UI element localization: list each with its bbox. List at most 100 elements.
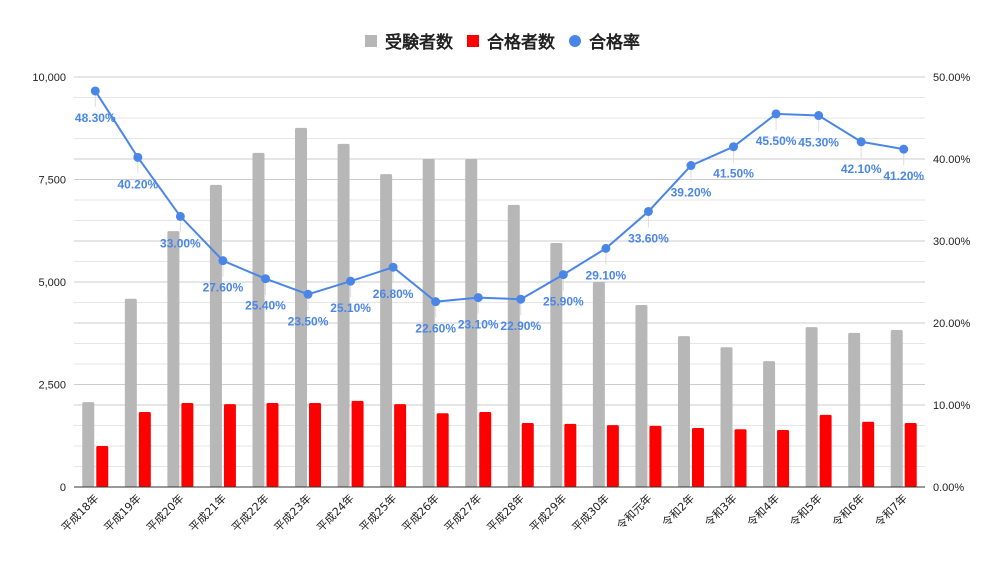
x-tick-label: 平成25年	[356, 491, 399, 534]
bar-passers	[734, 429, 747, 487]
x-tick-label: 平成30年	[569, 491, 612, 534]
data-label: 22.60%	[415, 322, 456, 336]
x-tick-label: 平成19年	[101, 491, 144, 534]
bar-passers	[479, 411, 492, 487]
legend-square-icon	[365, 34, 377, 47]
data-label: 25.90%	[543, 295, 584, 309]
y-right-tick-label: 50.00%	[933, 72, 971, 84]
bar-examinees	[635, 304, 648, 487]
y-right-tick-label: 10.00%	[933, 400, 971, 412]
data-label: 29.10%	[586, 268, 627, 282]
data-label: 23.50%	[288, 314, 329, 328]
data-label: 22.90%	[500, 319, 541, 333]
bar-examinees	[422, 159, 435, 487]
pass-rate-line	[94, 90, 904, 303]
x-tick-label: 平成18年	[58, 491, 101, 534]
bar-examinees	[507, 204, 520, 488]
pass-rate-point	[346, 276, 356, 286]
y-left-tick-label: 10,000	[32, 72, 66, 84]
pass-rate-point	[686, 161, 696, 171]
y-right-tick-label: 30.00%	[933, 236, 971, 248]
data-label: 39.20%	[671, 186, 712, 200]
y-left-tick-label: 0	[60, 482, 66, 494]
legend-item: 受験者数	[365, 28, 453, 53]
bar-examinees	[465, 159, 478, 487]
y-left-tick-label: 7,500	[38, 175, 66, 187]
legend-item: 合格者数	[467, 28, 555, 53]
pass-rate-point	[260, 274, 270, 284]
bar-passers	[521, 423, 534, 487]
pass-rate-point	[814, 111, 824, 121]
bar-passers	[394, 404, 407, 487]
data-label: 23.10%	[458, 318, 499, 332]
data-label: 48.30%	[75, 111, 116, 125]
x-tick-label: 平成21年	[186, 491, 229, 534]
x-tick-label: 平成24年	[314, 491, 357, 534]
y-right-tick-label: 40.00%	[933, 154, 971, 166]
pass-rate-point	[516, 294, 526, 304]
x-tick-label: 平成20年	[143, 491, 186, 534]
x-tick-label: 平成26年	[399, 491, 442, 534]
legend-item: 合格率	[569, 28, 640, 53]
bar-passers	[96, 446, 109, 487]
pass-rate-point	[303, 289, 313, 299]
bar-passers	[862, 421, 875, 487]
bar-examinees	[82, 402, 95, 487]
y-right-tick-label: 0.00%	[933, 482, 964, 494]
bar-examinees	[805, 327, 818, 487]
bar-examinees	[848, 332, 861, 487]
x-tick-label: 平成27年	[441, 491, 484, 534]
x-tick-label: 平成23年	[271, 491, 314, 534]
y-left-tick-label: 2,500	[38, 380, 66, 392]
pass-rate-point	[771, 109, 781, 119]
pass-rate-point	[175, 211, 185, 221]
bar-examinees	[550, 243, 563, 487]
bar-examinees	[124, 298, 137, 487]
bar-examinees	[890, 329, 903, 487]
data-label: 33.60%	[628, 231, 669, 245]
x-tick-label: 平成22年	[228, 491, 271, 534]
legend-circle-icon	[569, 34, 581, 47]
bar-passers	[904, 423, 917, 487]
legend-label: 受験者数	[385, 33, 453, 53]
data-label: 45.50%	[756, 134, 797, 148]
x-tick-label: 令和5年	[787, 491, 825, 529]
data-label: 25.40%	[245, 299, 286, 313]
x-tick-label: 平成28年	[484, 491, 527, 534]
pass-rate-point	[473, 293, 483, 303]
chart-legend: 受験者数 合格者数 合格率	[0, 28, 1005, 53]
bar-passers	[777, 430, 790, 487]
pass-rate-point	[643, 206, 653, 216]
pass-rate-point	[601, 243, 611, 253]
pass-rate-point	[218, 256, 228, 266]
data-label: 26.80%	[373, 287, 414, 301]
bar-examinees	[763, 361, 776, 487]
data-label: 45.30%	[798, 136, 839, 150]
bar-passers	[564, 423, 577, 487]
x-tick-label: 令和元年	[614, 491, 655, 532]
bar-passers	[223, 404, 236, 487]
bar-examinees	[337, 143, 350, 487]
legend-square-icon	[467, 34, 479, 47]
y-left-tick-label: 5,000	[38, 277, 66, 289]
legend-label: 合格率	[589, 33, 640, 53]
x-tick-label: 令和2年	[659, 491, 697, 529]
x-tick-label: 平成29年	[526, 491, 569, 534]
bar-examinees	[677, 336, 690, 487]
data-label: 40.20%	[117, 177, 158, 191]
bar-passers	[351, 400, 364, 487]
bar-passers	[606, 425, 619, 487]
bar-examinees	[720, 347, 733, 487]
x-tick-label: 令和7年	[872, 491, 910, 529]
bar-examinees	[380, 174, 393, 488]
legend-label: 合格者数	[487, 33, 555, 53]
bar-passers	[691, 427, 704, 487]
bar-passers	[309, 402, 322, 487]
bar-passers	[266, 402, 279, 487]
data-label: 33.00%	[160, 236, 201, 250]
bar-passers	[138, 411, 151, 487]
bar-examinees	[209, 184, 222, 487]
bar-passers	[436, 413, 449, 487]
pass-rate-point	[133, 152, 143, 162]
bar-passers	[819, 414, 832, 487]
